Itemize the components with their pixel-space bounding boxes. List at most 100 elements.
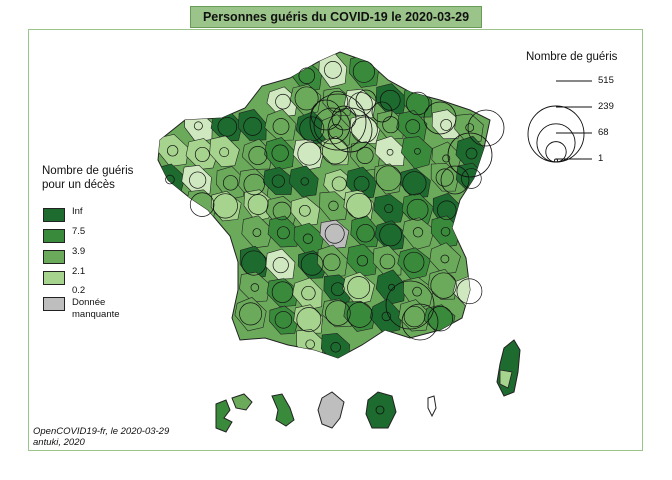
department-circle [401, 303, 439, 341]
department-polygon [320, 333, 350, 358]
circle-legend-label-515: 515 [598, 75, 614, 86]
department-circle [250, 283, 260, 292]
department-circle [405, 119, 421, 134]
department-circle [440, 254, 450, 264]
guadeloupe [215, 399, 233, 433]
department-polygon [267, 215, 300, 248]
department-circle [352, 60, 375, 83]
department-circle [347, 276, 371, 300]
department-circle [313, 107, 351, 145]
department-circle [423, 101, 457, 135]
legend-swatch-inf [43, 208, 65, 222]
department-circle [217, 117, 238, 137]
department-circle [239, 302, 263, 326]
department-circle [384, 203, 394, 214]
department-circle [165, 174, 175, 185]
department-circle [298, 67, 316, 85]
department-circle [403, 251, 425, 273]
department-circle [379, 253, 396, 270]
department-circle [356, 146, 374, 164]
department-polygon [181, 165, 212, 196]
map-title: Personnes guéris du COVID-19 le 2020-03-… [190, 6, 482, 28]
department-circle [299, 116, 325, 142]
department-circle [248, 146, 268, 165]
department-polygon [454, 113, 484, 144]
department-circle [465, 147, 478, 160]
department-circle [321, 138, 349, 165]
department-circle [272, 257, 289, 274]
map-frame [28, 29, 643, 451]
department-circle [189, 192, 215, 217]
department-circle [212, 193, 238, 219]
department-circle [375, 165, 402, 192]
department-circle [300, 253, 324, 276]
proportional-circles [165, 60, 505, 353]
legend-title-line1: Nombre de guéris [42, 165, 134, 177]
department-polygon [401, 136, 433, 169]
legend-break-inf: Inf [72, 206, 83, 217]
department-polygon [402, 217, 435, 250]
department-polygon [263, 167, 294, 195]
department-circle [189, 171, 207, 189]
legend-break-0-2: 0.2 [72, 285, 86, 296]
mayotte [427, 395, 437, 418]
department-circle [330, 342, 341, 353]
department-circle [276, 226, 290, 240]
department-circle [193, 121, 203, 131]
department-polygon [427, 268, 458, 300]
department-circle [310, 99, 342, 131]
department-circle [430, 272, 457, 299]
department-circle [330, 282, 345, 297]
department-polygon [431, 109, 463, 140]
legend-swatch-3-9 [43, 250, 65, 264]
department-circle [298, 204, 311, 217]
department-circle [301, 285, 316, 301]
department-circle [356, 224, 375, 243]
legend-break-3-9: 3.9 [72, 246, 86, 257]
department-circle [271, 174, 285, 188]
department-polygon [319, 191, 349, 222]
department-polygon [288, 165, 319, 198]
department-circle [300, 177, 309, 186]
department-polygon [317, 244, 348, 278]
department-circle [440, 119, 452, 131]
department-polygon [343, 301, 376, 332]
department-circle [465, 123, 475, 132]
department-polygon [373, 163, 403, 195]
department-circle [296, 307, 322, 333]
department-circle [247, 194, 269, 215]
department-circle [324, 223, 345, 244]
department-circle [406, 198, 429, 221]
department-circle [222, 175, 239, 191]
source-line2: antuki, 2020 [33, 437, 85, 448]
department-polygon [396, 110, 428, 142]
department-circle [271, 144, 289, 162]
department-circle [302, 233, 314, 244]
legend-swatch-7-5 [43, 229, 65, 243]
department-polygon [210, 190, 242, 222]
circle-legend-label-68: 68 [598, 127, 609, 138]
circle-legend-label-1: 1 [598, 153, 604, 164]
legend-break-2-1: 2.1 [72, 266, 86, 277]
department-polygon [216, 166, 246, 200]
department-circle [322, 253, 341, 272]
department-circle [328, 200, 339, 211]
department-circle [272, 201, 292, 221]
department-polygon [429, 242, 461, 275]
department-circle [351, 116, 378, 144]
legend-break-7-5: 7.5 [72, 226, 86, 237]
department-circle [440, 226, 451, 237]
department-circle [243, 173, 265, 196]
circle-legend [527, 80, 592, 163]
department-circle [275, 93, 291, 110]
guyane [317, 391, 345, 429]
department-polygon [292, 139, 325, 171]
legend-missing-line2: manquante [72, 309, 120, 320]
choropleth-legend-title: Nombre de guéris pour un décès [42, 164, 133, 192]
circle-legend-circle [536, 123, 576, 163]
department-circle [194, 146, 210, 162]
department-polygon [269, 305, 300, 335]
department-circle [403, 305, 426, 328]
reunion [365, 391, 397, 429]
